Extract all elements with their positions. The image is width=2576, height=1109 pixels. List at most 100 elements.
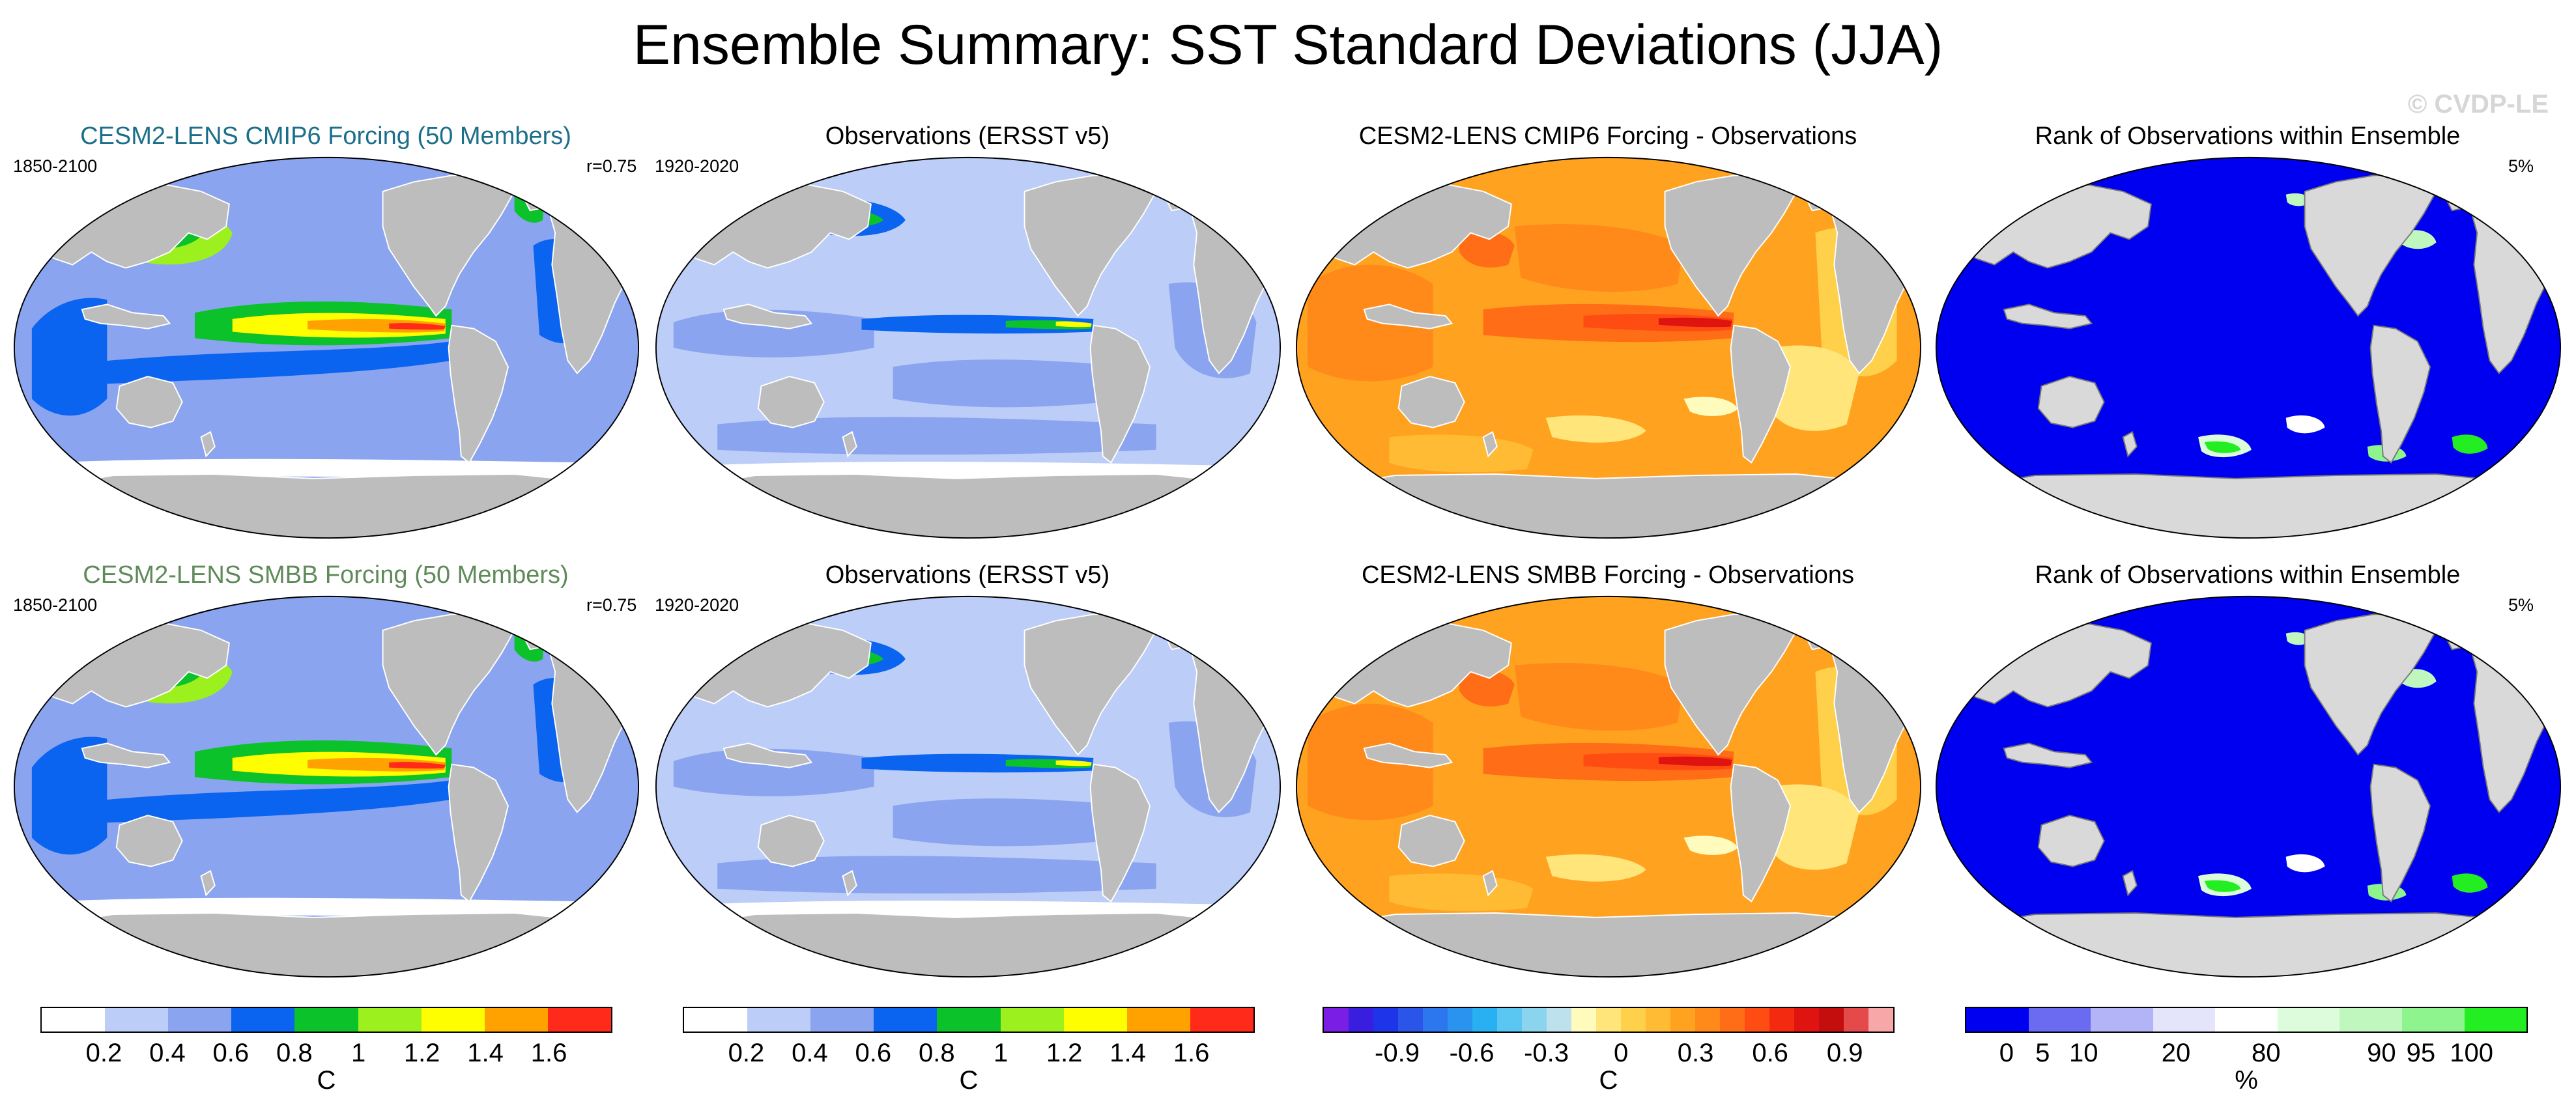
land-nz — [2122, 869, 2138, 897]
colorbar-tick-label: 1 — [351, 1039, 366, 1067]
colorbar-tick-label: 0.6 — [855, 1039, 892, 1067]
field-contour — [1055, 321, 1092, 328]
colorbar-tick-label: 5 — [2035, 1039, 2050, 1067]
copyright-watermark: © CVDP-LE — [2407, 90, 2549, 119]
map-outline — [13, 157, 640, 539]
colorbar-swatch — [358, 1008, 422, 1032]
colorbar-swatch — [1472, 1008, 1497, 1032]
land-australia — [115, 815, 183, 867]
land-greenland — [520, 169, 560, 212]
colorbar-tick-label: 90 — [2367, 1039, 2396, 1067]
colorbar-swatch — [2028, 1008, 2091, 1032]
land-south-america — [448, 763, 509, 903]
colorbar-units: C — [959, 1066, 979, 1095]
colorbar-swatch — [1324, 1008, 1349, 1032]
field-contour — [1313, 892, 1355, 916]
land-maritime — [1363, 742, 1453, 768]
field-contour — [1658, 756, 1732, 766]
field-contour — [2204, 441, 2241, 453]
field-contour — [673, 309, 874, 358]
land-south-america — [448, 324, 509, 464]
field-contour — [1545, 415, 1646, 443]
colorbar-swatch — [231, 1008, 295, 1032]
colorbar-swatch — [1063, 1008, 1127, 1032]
map-outline — [655, 157, 1281, 539]
land-maritime — [723, 303, 813, 330]
colorbar-swatch — [1745, 1008, 1769, 1032]
panel-stat-label: 5% — [2508, 156, 2534, 176]
colorbar-tick-label: 0.8 — [919, 1039, 955, 1067]
colorbar-tick-label: 100 — [2450, 1039, 2493, 1067]
colorbar-std — [683, 1007, 1255, 1033]
land-australia — [2037, 376, 2105, 428]
colorbar-swatch — [294, 1008, 358, 1032]
colorbar-swatch — [1126, 1008, 1190, 1032]
panel-title: CESM2-LENS CMIP6 Forcing (50 Members) — [80, 122, 571, 150]
colorbar-swatch — [421, 1008, 485, 1032]
colorbar-swatch — [1522, 1008, 1547, 1032]
land-greenland — [1162, 608, 1201, 651]
land-greenland — [1802, 608, 1842, 651]
colorbar-tick-label: 0.6 — [1752, 1039, 1788, 1067]
colorbar-tick-label: 0.3 — [1677, 1039, 1714, 1067]
land-nz — [842, 430, 857, 458]
land-antarctica — [679, 912, 1257, 977]
colorbar-tick-label: 1.6 — [530, 1039, 567, 1067]
field-contour — [1308, 703, 1433, 821]
field-contour — [1313, 453, 1355, 477]
field-contour — [1658, 317, 1732, 328]
colorbar-tick-label: 10 — [2069, 1039, 2098, 1067]
land-nz — [1482, 869, 1498, 897]
land-maritime — [723, 742, 813, 768]
land-antarctica — [37, 473, 616, 539]
field-contour — [1514, 224, 1684, 292]
land-maritime — [1363, 303, 1453, 330]
colorbar-tick-label: 0.2 — [85, 1039, 122, 1067]
colorbar-tick-label: 1.4 — [1109, 1039, 1146, 1067]
map-outline — [655, 596, 1281, 977]
colorbar-tick-label: -0.3 — [1524, 1039, 1569, 1067]
colorbar-tick-label: 95 — [2406, 1039, 2436, 1067]
land-south-america — [1730, 763, 1791, 903]
land-greenland — [520, 608, 560, 651]
map-outline — [1935, 157, 2562, 539]
colorbar-tick-label: 0.4 — [792, 1039, 828, 1067]
colorbar-tick-label: 1.4 — [467, 1039, 504, 1067]
map-rank — [1935, 596, 2562, 977]
land-antarctica — [679, 473, 1257, 539]
colorbar-tick-label: 1.2 — [403, 1039, 440, 1067]
colorbar-swatch — [42, 1008, 106, 1032]
field-contour — [31, 737, 107, 855]
colorbar-tick-label: 1.6 — [1173, 1039, 1210, 1067]
panel-title: Observations (ERSST v5) — [825, 122, 1110, 150]
land-south-america — [2369, 763, 2431, 903]
land-nz — [1482, 430, 1498, 458]
field-contour — [2204, 880, 2241, 892]
map-std_obs — [655, 157, 1281, 539]
panel-title: Observations (ERSST v5) — [825, 561, 1110, 589]
map-diff — [1295, 596, 1922, 977]
land-maritime — [2003, 303, 2093, 330]
colorbar-swatch — [168, 1008, 232, 1032]
colorbar-tick-label: 20 — [2161, 1039, 2191, 1067]
colorbar-swatch — [105, 1008, 169, 1032]
colorbar-swatch — [1966, 1008, 2029, 1032]
field-contour — [2285, 415, 2325, 434]
field-contour — [389, 323, 446, 330]
land-greenland — [1162, 169, 1201, 212]
land-nz — [2122, 430, 2138, 458]
colorbar-swatch — [1695, 1008, 1720, 1032]
map-rank — [1935, 157, 2562, 539]
colorbar-swatch — [547, 1008, 611, 1032]
field-contour — [1458, 230, 1515, 268]
field-contour — [31, 298, 107, 416]
land-australia — [757, 815, 825, 867]
panel-period-label: 1850-2100 — [13, 595, 98, 615]
land-nz — [200, 430, 216, 458]
land-south-america — [1089, 324, 1151, 464]
field-contour — [1308, 264, 1433, 382]
land-antarctica — [1319, 473, 1898, 539]
colorbar-units: % — [2235, 1066, 2258, 1095]
colorbar-swatch — [1571, 1008, 1596, 1032]
panel-stat-label: r=0.75 — [586, 595, 637, 615]
